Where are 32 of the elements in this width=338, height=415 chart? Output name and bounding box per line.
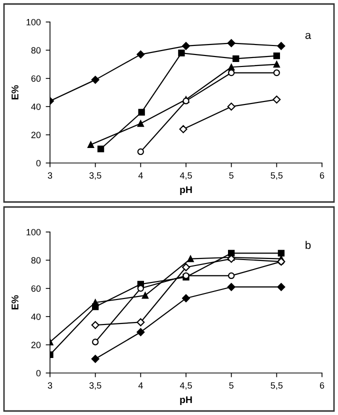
y-tick-label: 40 xyxy=(31,104,41,110)
y-tick-label: 60 xyxy=(31,75,41,82)
y-tick-label: 60 xyxy=(31,285,41,292)
x-tick-label: 3,5 xyxy=(89,172,102,180)
annotation: a xyxy=(305,32,312,40)
x-tick-label: 3 xyxy=(48,382,52,389)
y-tick-label: 0 xyxy=(36,160,41,166)
x-tick-label: 3 xyxy=(48,172,52,179)
y-tick-label: 20 xyxy=(31,342,41,348)
y-tick-label: 40 xyxy=(31,314,41,320)
x-tick-label: 5 xyxy=(229,172,234,179)
x-tick-label: 6 xyxy=(320,382,324,389)
y-axis-title: E% xyxy=(12,295,18,310)
y-tick-label: 100 xyxy=(26,228,41,236)
x-tick-label: 3,5 xyxy=(89,382,102,390)
annotation: b xyxy=(306,240,311,250)
x-axis-title: pH xyxy=(180,186,192,196)
y-tick-label: 80 xyxy=(31,257,41,264)
y-tick-label: 20 xyxy=(31,132,41,138)
y-tick-label: 80 xyxy=(31,47,41,54)
y-tick-label: 0 xyxy=(36,370,41,376)
x-tick-label: 6 xyxy=(320,172,324,179)
y-tick-label: 100 xyxy=(26,18,41,26)
y-axis-title: E% xyxy=(12,85,18,100)
x-tick-label: 4 xyxy=(138,382,143,389)
x-tick-label: 4,5 xyxy=(180,172,192,180)
x-tick-label: 4 xyxy=(138,172,143,179)
x-tick-label: 5,5 xyxy=(270,382,283,390)
x-tick-label: 5,5 xyxy=(270,172,283,180)
x-tick-label: 4,5 xyxy=(180,382,192,390)
x-axis-title: pH xyxy=(180,396,192,406)
x-tick-label: 5 xyxy=(229,382,234,389)
